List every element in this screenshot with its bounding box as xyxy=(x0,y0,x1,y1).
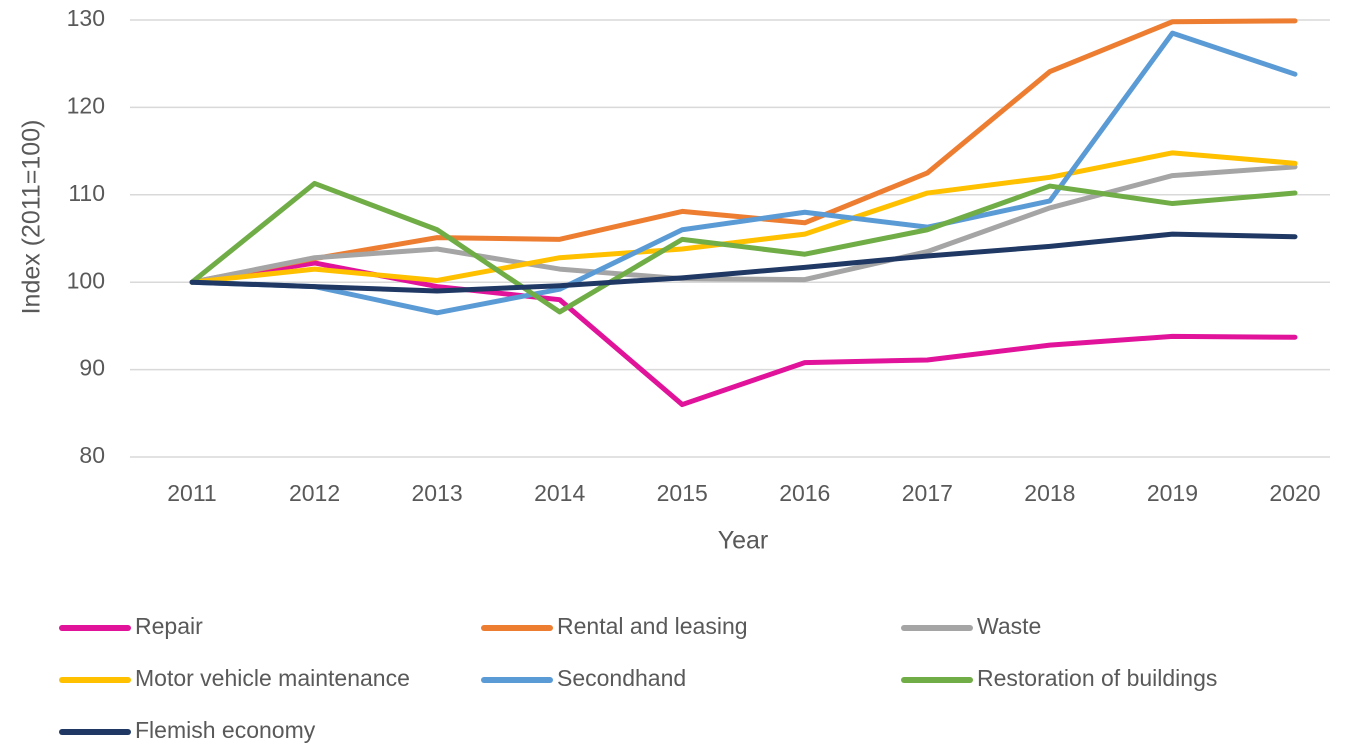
y-tick-label: 130 xyxy=(67,5,105,31)
series-line xyxy=(189,150,1298,285)
series-line xyxy=(189,30,1298,316)
y-tick-label: 110 xyxy=(68,180,105,206)
series-line xyxy=(189,231,1298,294)
legend-label: Restoration of buildings xyxy=(977,665,1217,691)
legend-label: Repair xyxy=(135,613,203,639)
legend-label: Secondhand xyxy=(557,665,686,691)
x-tick-label: 2016 xyxy=(779,480,830,506)
series-line xyxy=(189,164,1298,285)
y-tick-label: 90 xyxy=(79,355,105,381)
legend-label: Flemish economy xyxy=(135,717,316,743)
x-tick-label: 2014 xyxy=(534,480,585,506)
x-tick-label: 2011 xyxy=(167,480,216,506)
series-line xyxy=(189,180,1298,315)
legend-label: Rental and leasing xyxy=(557,613,748,639)
x-tick-label: 2019 xyxy=(1147,480,1198,506)
x-tick-label: 2017 xyxy=(902,480,953,506)
x-tick-label: 2012 xyxy=(289,480,340,506)
y-tick-label: 80 xyxy=(79,442,105,468)
x-tick-label: 2015 xyxy=(657,480,708,506)
y-tick-label: 120 xyxy=(67,92,105,118)
x-tick-label: 2020 xyxy=(1269,480,1320,506)
x-tick-label: 2018 xyxy=(1024,480,1075,506)
legend-label: Waste xyxy=(977,613,1041,639)
legend-label: Motor vehicle maintenance xyxy=(135,665,410,691)
series-line xyxy=(189,260,1298,408)
x-axis-label: Year xyxy=(718,527,769,555)
y-axis-label: Index (2011=100) xyxy=(18,120,46,315)
x-tick-label: 2013 xyxy=(412,480,463,506)
series-line xyxy=(189,18,1298,285)
y-tick-label: 100 xyxy=(67,267,105,293)
